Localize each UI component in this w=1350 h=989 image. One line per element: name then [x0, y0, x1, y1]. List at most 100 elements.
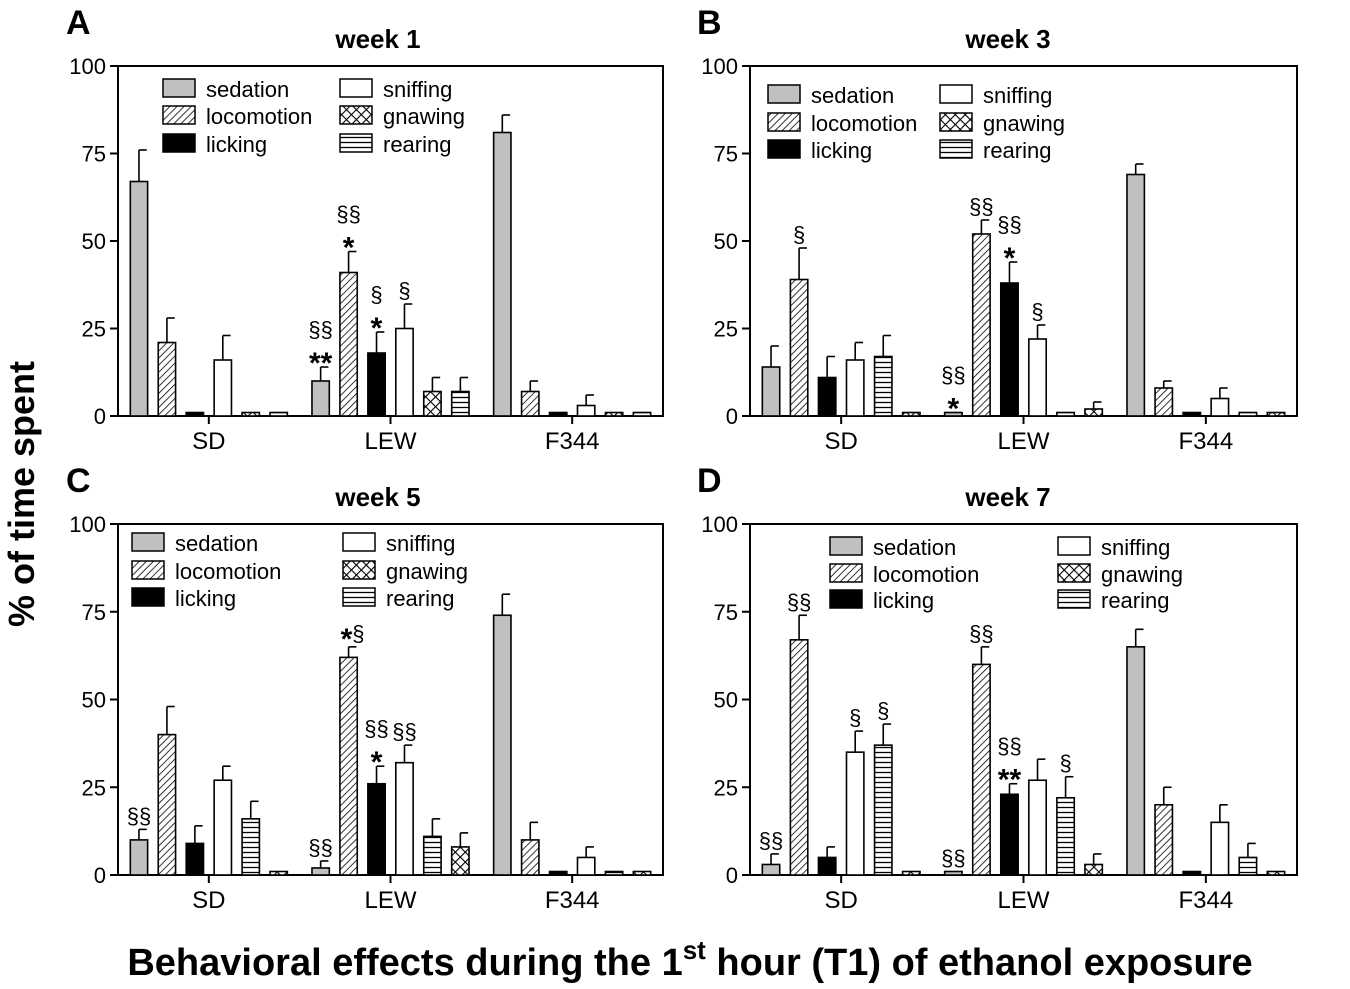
bar-rearing	[873, 744, 893, 876]
legend-swatch-licking	[162, 133, 196, 153]
legend-label-rearing: rearing	[383, 132, 451, 157]
x-axis-label-sup: st	[683, 935, 706, 965]
section-mark: §§	[759, 828, 783, 853]
bar-gnawing	[241, 411, 261, 417]
legend-swatch-sniffing	[342, 532, 376, 552]
section-mark: §§	[969, 621, 993, 646]
bar-sedation	[311, 380, 331, 417]
bar-sedation	[1126, 646, 1146, 876]
y-tick-label: 25	[714, 317, 738, 342]
legend-label-licking: licking	[175, 586, 236, 611]
bar-sniffing	[576, 404, 596, 417]
star-mark: *	[1004, 242, 1016, 275]
star-mark: *	[343, 232, 355, 265]
bar-locomotion	[157, 733, 177, 876]
bar-locomotion	[789, 639, 809, 876]
panel-title: week 5	[334, 482, 420, 512]
bar-licking	[548, 411, 568, 417]
bar-gnawing	[422, 390, 442, 417]
bar-sniffing	[213, 779, 233, 876]
legend-label-sedation: sedation	[873, 535, 956, 560]
bar-locomotion	[339, 656, 359, 876]
y-tick-label: 75	[82, 142, 106, 167]
y-tick-label: 75	[714, 142, 738, 167]
panel-title: week 1	[334, 24, 420, 54]
x-tick-label: LEW	[364, 887, 416, 914]
bar-rearing	[241, 818, 261, 876]
legend-swatch-rearing	[339, 133, 373, 153]
legend-swatch-locomotion	[829, 563, 863, 583]
legend-swatch-locomotion	[131, 560, 165, 580]
legend-label-sniffing: sniffing	[1101, 535, 1170, 560]
section-mark: §§	[969, 194, 993, 219]
legend-swatch-gnawing	[342, 560, 376, 580]
bar-sniffing	[1028, 779, 1048, 876]
bar-rearing	[873, 355, 893, 417]
bar-locomotion	[1154, 803, 1174, 876]
bar-rearing	[604, 870, 624, 876]
x-tick-label: F344	[545, 428, 600, 455]
x-tick-label: LEW	[364, 428, 416, 455]
bar-gnawing	[901, 411, 921, 417]
star-mark: *	[948, 393, 960, 426]
bar-locomotion	[157, 341, 177, 417]
section-mark: §	[877, 698, 889, 723]
bar-rearing	[1238, 856, 1258, 876]
bar-locomotion	[789, 278, 809, 417]
legend-label-sniffing: sniffing	[386, 531, 455, 556]
legend-label-licking: licking	[206, 132, 267, 157]
bar-gnawing	[632, 870, 652, 876]
y-tick-label: 0	[726, 404, 738, 429]
section-mark: §§	[127, 803, 151, 828]
legend-swatch-rearing	[1057, 589, 1091, 609]
star-mark: **	[998, 764, 1022, 797]
bar-licking	[185, 842, 205, 876]
bar-licking	[817, 856, 837, 876]
bar-sedation	[129, 180, 149, 417]
y-tick-label: 0	[94, 863, 106, 888]
x-tick-label: F344	[1178, 887, 1233, 914]
bar-sniffing	[845, 359, 865, 417]
section-mark: §	[352, 621, 364, 646]
legend-swatch-rearing	[939, 139, 973, 159]
bar-sedation	[943, 870, 963, 876]
section-mark: §§	[364, 716, 388, 741]
panel-letter: D	[697, 462, 722, 500]
bar-locomotion	[1154, 387, 1174, 417]
legend-swatch-licking	[131, 587, 165, 607]
section-mark: §	[398, 278, 410, 303]
section-mark: §	[793, 222, 805, 247]
bar-gnawing	[269, 870, 289, 876]
y-tick-label: 75	[714, 600, 738, 625]
legend-label-rearing: rearing	[386, 586, 454, 611]
legend-label-locomotion: locomotion	[175, 559, 281, 584]
section-mark: §§	[787, 589, 811, 614]
bar-locomotion	[339, 271, 359, 417]
legend-swatch-gnawing	[1057, 563, 1091, 583]
bar-sniffing	[1028, 338, 1048, 417]
y-axis-label: % of time spent	[1, 361, 42, 627]
section-mark: §	[1031, 299, 1043, 324]
star-mark: *	[371, 312, 383, 345]
legend-label-gnawing: gnawing	[983, 111, 1065, 136]
legend-label-sniffing: sniffing	[983, 83, 1052, 108]
bar-licking	[367, 782, 386, 876]
section-mark: §§	[941, 845, 965, 870]
star-mark: *	[371, 746, 383, 779]
legend-swatch-sedation	[767, 84, 801, 104]
y-tick-label: 50	[714, 229, 738, 254]
bar-sedation	[943, 411, 963, 417]
legend-label-locomotion: locomotion	[873, 562, 979, 587]
legend-label-locomotion: locomotion	[206, 104, 312, 129]
bar-sniffing	[845, 751, 865, 876]
significance-annotation: *§	[341, 621, 365, 656]
bar-licking	[367, 352, 386, 417]
bar-sedation	[1126, 173, 1146, 417]
bar-sniffing	[213, 359, 233, 417]
x-tick-label: F344	[545, 887, 600, 914]
